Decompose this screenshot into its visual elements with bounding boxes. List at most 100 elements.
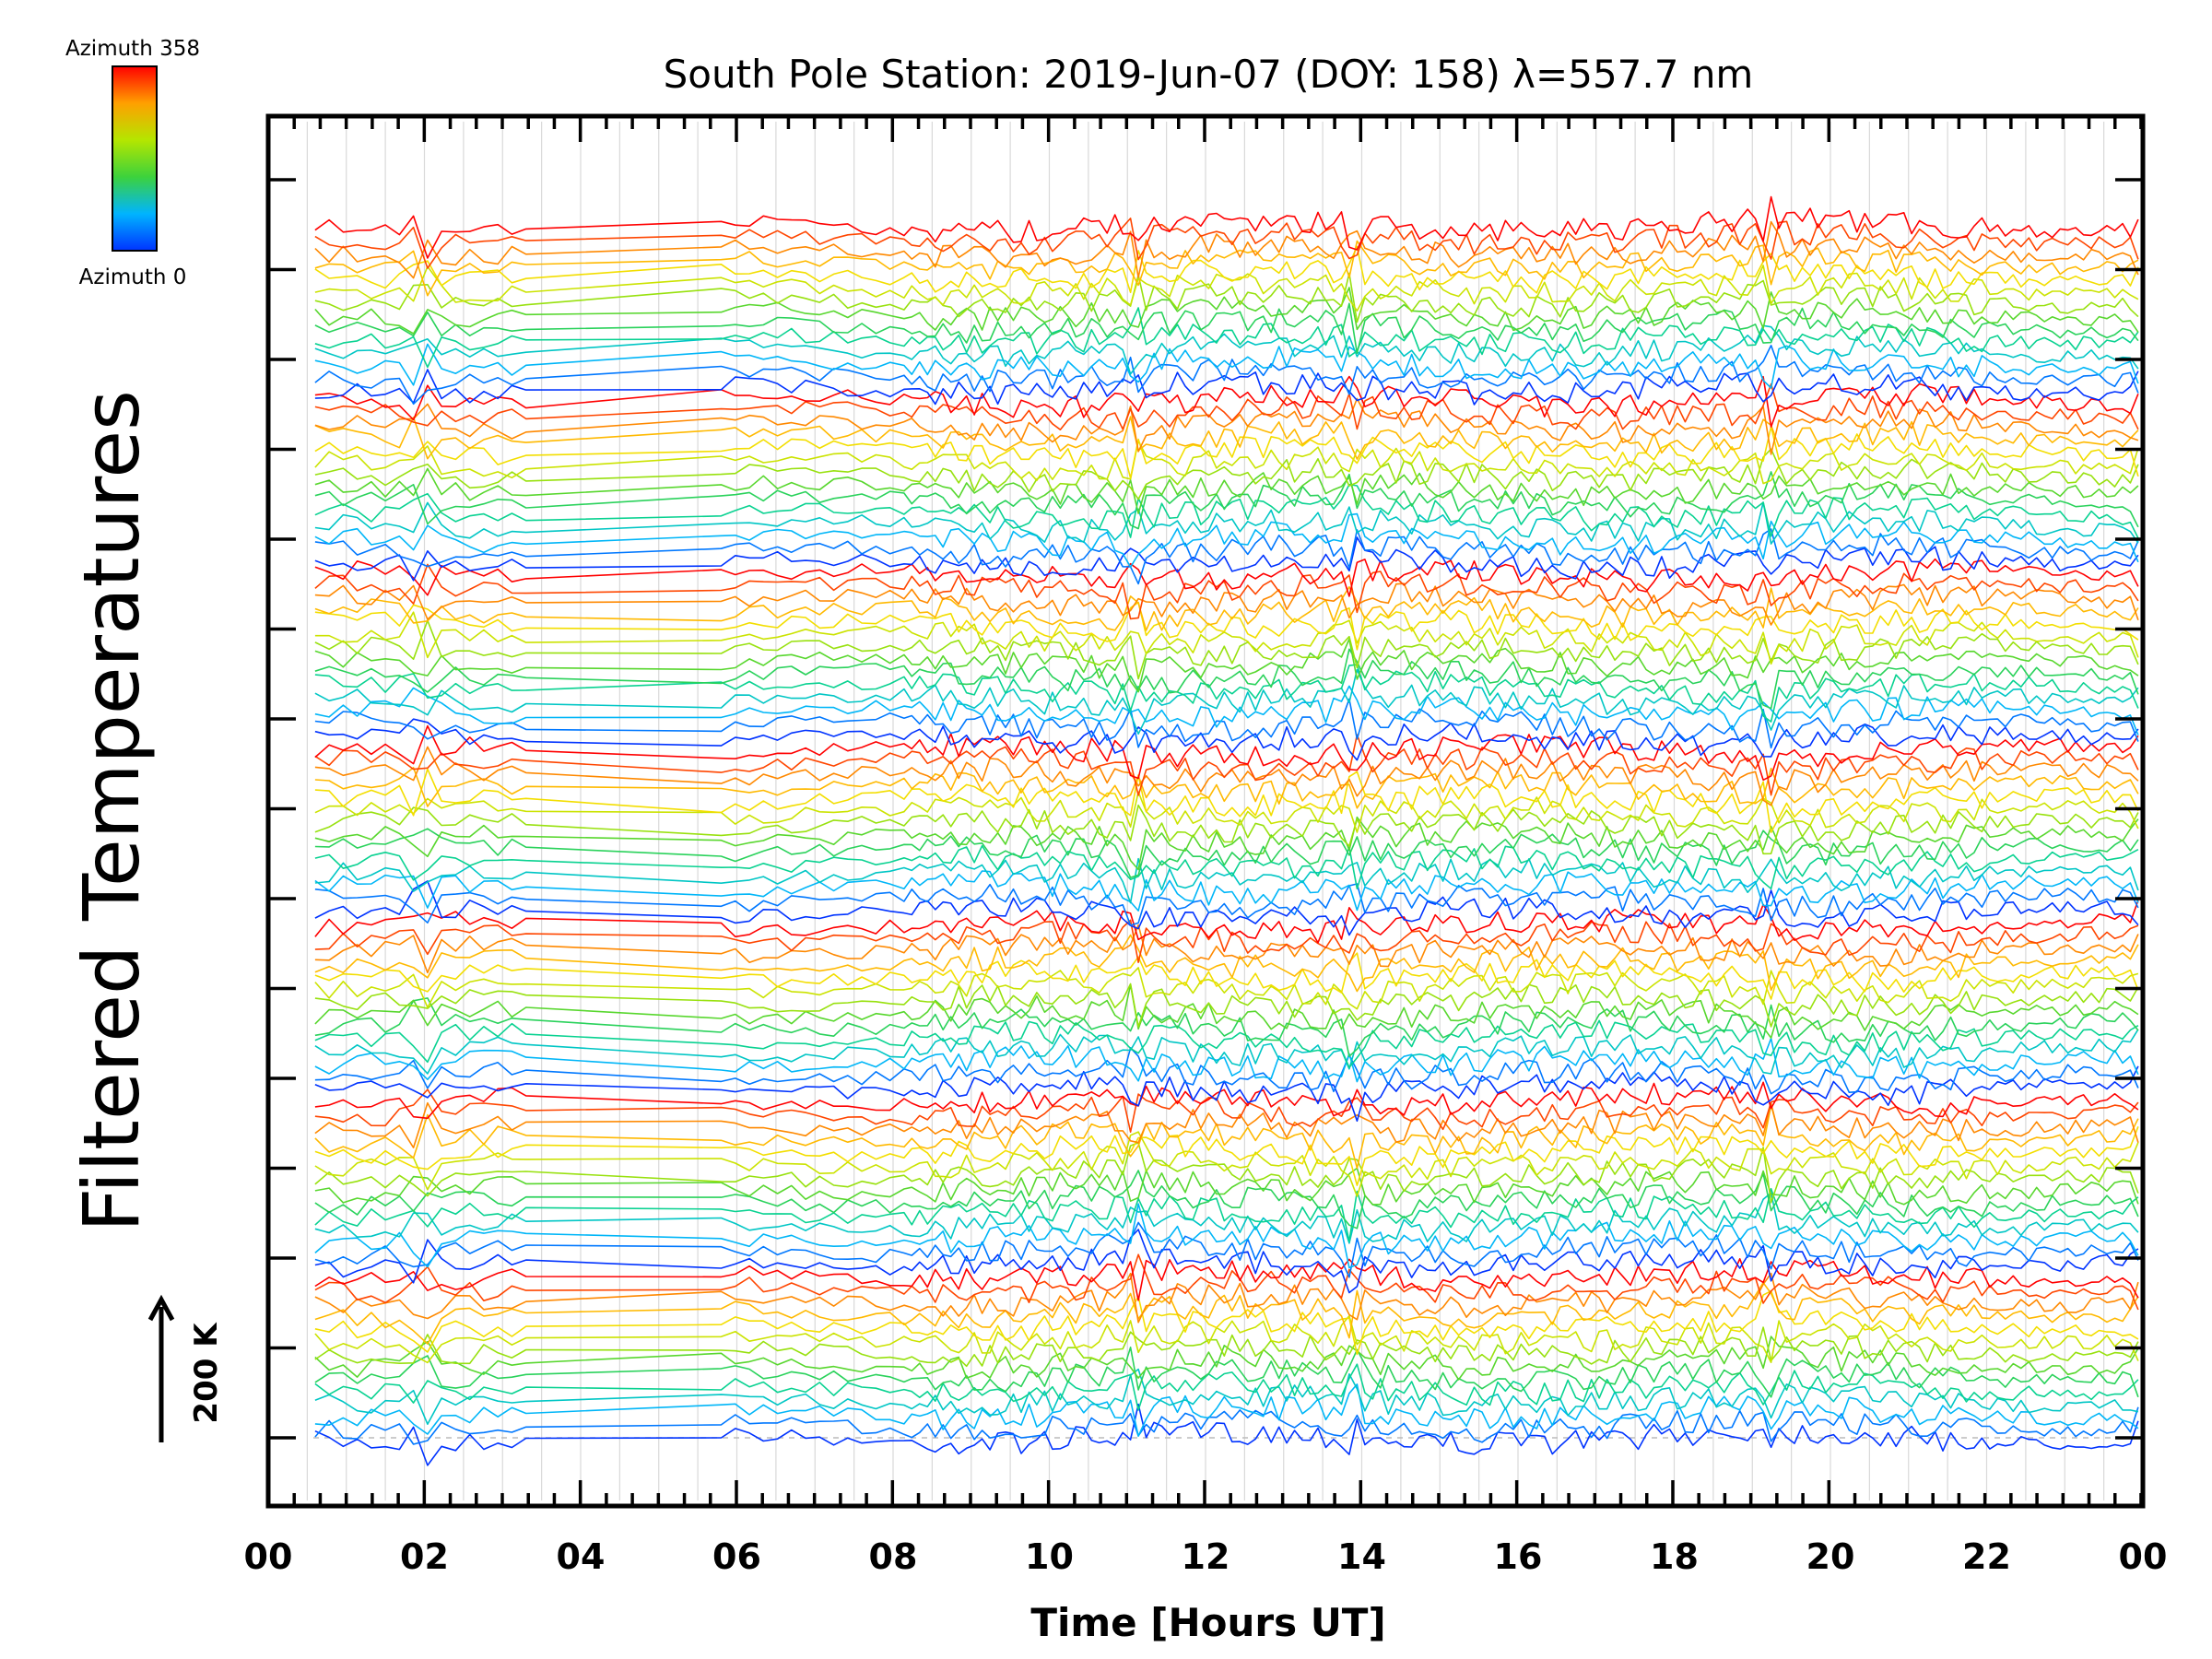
trace-line	[314, 397, 2139, 455]
trace-line	[314, 1258, 2139, 1301]
trace-line	[314, 483, 2139, 539]
x-axis-ticks	[266, 116, 2143, 1506]
trace-line	[314, 1142, 2139, 1204]
trace-line	[314, 768, 2139, 833]
trace-line	[314, 1081, 2139, 1120]
scale-bar-arrowhead	[147, 1294, 175, 1322]
trace-line	[314, 648, 2139, 710]
trace-line	[314, 1088, 2139, 1133]
trace-line	[314, 601, 2139, 651]
trace-line	[314, 426, 2139, 479]
x-axis-tick-labels: 00 02 04 06 08 10 12 14 16 18 20 22 00	[244, 1536, 2168, 1577]
trace-line	[314, 1047, 2139, 1095]
x-tick-label: 06	[712, 1536, 761, 1577]
trace-line	[314, 982, 2139, 1028]
trace-line	[314, 1315, 2139, 1364]
trace-line	[314, 1037, 2139, 1083]
trace-line	[314, 1101, 2139, 1148]
trace-line	[314, 369, 2139, 406]
x-tick-label: 10	[1025, 1536, 1074, 1577]
trace-line	[314, 382, 2139, 431]
trace-line	[314, 983, 2139, 1039]
x-tick-label: 22	[1962, 1536, 2011, 1577]
x-tick-label: 14	[1337, 1536, 1386, 1577]
trace-line	[314, 467, 2139, 514]
trace-line	[314, 883, 2139, 926]
trace-line	[314, 344, 2139, 406]
trace-line	[314, 668, 2139, 735]
trace-line	[314, 558, 2139, 597]
x-tick-label: 00	[244, 1536, 293, 1577]
trace-line	[314, 302, 2139, 355]
trace-line	[314, 245, 2139, 294]
trace-line	[314, 619, 2139, 680]
trace-line	[314, 746, 2139, 806]
trace-line	[314, 734, 2139, 796]
trace-line	[314, 664, 2139, 723]
trace-line	[314, 934, 2139, 993]
trace-line	[314, 1281, 2139, 1345]
trace-line	[314, 1192, 2139, 1244]
trace-line	[314, 1019, 2139, 1068]
trace-line	[314, 240, 2139, 297]
trace-line	[314, 375, 2139, 428]
trace-line	[314, 816, 2139, 871]
trace-line	[314, 870, 2139, 912]
x-tick-label: 16	[1494, 1536, 1543, 1577]
trace-line	[314, 1347, 2139, 1398]
trace-line	[314, 880, 2139, 936]
x-tick-label: 12	[1182, 1536, 1230, 1577]
trace-line	[314, 501, 2139, 545]
colorbar-top-label: Azimuth 358	[65, 37, 200, 61]
trace-line	[314, 791, 2139, 833]
trace-line	[314, 471, 2139, 530]
trace-line	[314, 1203, 2139, 1269]
trace-line	[314, 1167, 2139, 1206]
trace-line	[314, 1065, 2139, 1123]
trace-line	[314, 1289, 2139, 1356]
trace-line	[314, 563, 2139, 620]
trace-line	[314, 416, 2139, 460]
trace-line	[314, 828, 2139, 878]
trace-line	[314, 804, 2139, 855]
trace-line	[314, 272, 2139, 324]
x-tick-label: 02	[400, 1536, 449, 1577]
y-axis-ticks	[268, 178, 2143, 1440]
x-axis-label: Time [Hours UT]	[1030, 1600, 1385, 1645]
x-tick-label: 18	[1650, 1536, 1699, 1577]
trace-line	[314, 585, 2139, 631]
trace-line	[314, 1188, 2139, 1242]
trace-line	[314, 195, 2139, 259]
trace-line	[314, 1335, 2139, 1381]
temperature-traces	[314, 195, 2139, 1466]
trace-line	[314, 1029, 2139, 1075]
trace-line	[314, 1131, 2139, 1197]
x-tick-label: 20	[1806, 1536, 1855, 1577]
trace-line	[314, 952, 2139, 1000]
y-axis-label: Filtered Temperatures	[66, 390, 157, 1232]
trace-line	[314, 924, 2139, 974]
scale-bar: 200 K	[147, 1294, 225, 1442]
trace-line	[314, 698, 2139, 749]
trace-line	[314, 512, 2139, 569]
trace-line	[314, 724, 2139, 782]
trace-line	[314, 343, 2139, 389]
trace-line	[314, 767, 2139, 809]
trace-line	[314, 900, 2139, 944]
colorbar: Azimuth 358 Azimuth 0	[65, 37, 200, 289]
trace-line	[314, 1272, 2139, 1324]
trace-line	[314, 582, 2139, 626]
trace-line	[314, 919, 2139, 963]
scale-bar-label: 200 K	[188, 1322, 225, 1424]
trace-line	[314, 218, 2139, 269]
x-tick-label: 00	[2119, 1536, 2168, 1577]
colorbar-gradient	[112, 65, 158, 252]
x-tick-label: 04	[557, 1536, 606, 1577]
trace-line	[314, 1368, 2139, 1425]
trace-line	[314, 1170, 2139, 1230]
chart-title: South Pole Station: 2019-Jun-07 (DOY: 15…	[664, 52, 1754, 97]
trace-line	[314, 1104, 2139, 1170]
trace-line	[314, 1326, 2139, 1368]
trace-line	[314, 1221, 2139, 1278]
trace-line	[314, 265, 2139, 312]
